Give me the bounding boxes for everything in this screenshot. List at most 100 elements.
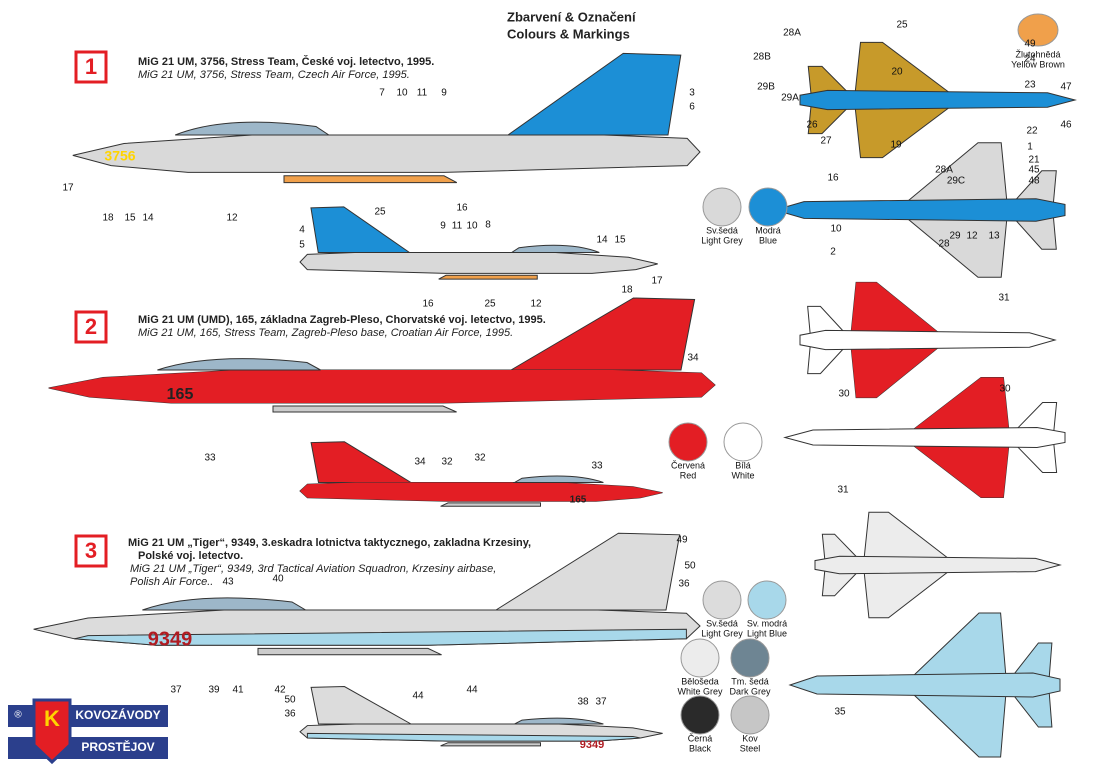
- callout-number: 44: [412, 691, 424, 702]
- scheme-number: 3: [85, 538, 97, 563]
- callout-number: 14: [142, 213, 154, 224]
- scheme-badge: [74, 50, 108, 84]
- callout-number: 25: [484, 299, 496, 310]
- logo-shield: [32, 698, 72, 765]
- callout-number: 45: [1028, 165, 1040, 176]
- swatch-label-en: Yellow Brown: [1011, 59, 1065, 69]
- callout-number: 10: [396, 88, 408, 99]
- drop-tank: [441, 743, 541, 746]
- fuselage-marking: 165: [570, 495, 587, 506]
- callout-number: 24: [1024, 54, 1036, 65]
- belly: [74, 629, 686, 645]
- drop-tank: [441, 503, 541, 506]
- callout-number: 10: [466, 221, 478, 232]
- callout-number: 15: [124, 213, 136, 224]
- callout-number: 25: [896, 20, 908, 31]
- color-swatch: [668, 422, 708, 462]
- scheme-subtitle: Polish Air Force..: [130, 576, 213, 588]
- callout-number: 36: [284, 709, 296, 720]
- swatch-label-en: Dark Grey: [729, 686, 771, 696]
- callout-number: 3: [689, 88, 695, 99]
- pattern: [300, 482, 663, 502]
- aircraft: [49, 298, 715, 412]
- color-swatch: [702, 580, 742, 620]
- callout-number: 15: [614, 235, 626, 246]
- scheme-subtitle: MiG 21 UM, 3756, Stress Team, Czech Air …: [138, 69, 410, 81]
- canopy: [515, 718, 604, 724]
- callout-number: 13: [988, 231, 1000, 242]
- callout-number: 29B: [757, 82, 775, 93]
- callout-number: 34: [687, 353, 699, 364]
- callout-number: 28B: [753, 52, 771, 63]
- callout-number: 17: [651, 276, 663, 287]
- swatch-label-en: Light Grey: [701, 235, 743, 245]
- swatch-label-cz: Sv. modrá: [747, 618, 787, 628]
- callout-number: 10: [830, 224, 842, 235]
- callout-number: 47: [1060, 82, 1072, 93]
- canopy: [157, 359, 320, 370]
- logo-mark: ®: [14, 710, 22, 721]
- callout-number: 12: [226, 213, 238, 224]
- callout-number: 27: [820, 136, 832, 147]
- fuselage-marking: 9349: [148, 628, 193, 650]
- fuselage-marking: 3756: [104, 148, 135, 164]
- callout-number: 22: [1026, 126, 1038, 137]
- fin: [311, 207, 410, 253]
- callout-number: 14: [596, 235, 608, 246]
- callout-number: 26: [806, 120, 818, 131]
- callout-number: 20: [891, 67, 903, 78]
- callout-number: 29: [949, 231, 961, 242]
- callout-number: 40: [272, 574, 284, 585]
- drop-tank: [439, 275, 538, 279]
- drop-tank: [258, 648, 442, 654]
- fuselage-marking: 165: [167, 386, 194, 403]
- header-title-cz: Zbarvení & Označení: [507, 9, 636, 24]
- callout-number: 16: [456, 203, 468, 214]
- color-swatch: [680, 695, 720, 735]
- callout-number: 43: [222, 577, 234, 588]
- callout-number: 18: [102, 213, 114, 224]
- swatch-label-cz: Kov: [742, 733, 758, 743]
- callout-number: 30: [999, 384, 1011, 395]
- scheme-subtitle: MiG 21 UM, 165, Stress Team, Zagreb-Ples…: [138, 327, 513, 339]
- color-swatch: [1017, 13, 1059, 47]
- callout-number: 38: [577, 697, 589, 708]
- callout-number: 37: [595, 697, 607, 708]
- callout-number: 49: [676, 535, 688, 546]
- swatch-label-en: Steel: [740, 743, 761, 753]
- callout-number: 33: [204, 453, 216, 464]
- callout-number: 35: [834, 707, 846, 718]
- logo: ® K KOVOZÁVODY PROSTĚJOV: [8, 698, 168, 765]
- callout-number: 19: [890, 140, 902, 151]
- aircraft: [73, 53, 700, 182]
- callout-number: 25: [374, 207, 386, 218]
- fuselage: [775, 199, 1065, 221]
- callout-number: 9: [440, 221, 446, 232]
- aircraft: [34, 533, 700, 655]
- fuselage: [73, 135, 700, 172]
- callout-number: 28A: [935, 165, 953, 176]
- drop-tank: [284, 176, 457, 183]
- swatch-label-cz: Bílá: [735, 460, 751, 470]
- swatch-label-en: Light Grey: [701, 628, 743, 638]
- fuselage: [300, 253, 658, 274]
- color-swatch: [730, 638, 770, 678]
- canopy: [512, 245, 600, 252]
- swatch-label-cz: Sv.šedá: [706, 225, 738, 235]
- color-swatch: [747, 580, 787, 620]
- callout-number: 39: [208, 685, 220, 696]
- fuselage: [800, 90, 1075, 109]
- scheme-title: MiG 21 UM „Tiger“, 9349, 3.eskadra lotni…: [128, 537, 531, 549]
- scheme-number: 1: [85, 54, 97, 79]
- scheme-subtitle: MiG 21 UM „Tiger“, 9349, 3rd Tactical Av…: [130, 563, 496, 575]
- aircraft: [800, 282, 1055, 397]
- callout-number: 21: [1028, 155, 1040, 166]
- fuselage: [815, 556, 1060, 574]
- callout-number: 12: [966, 231, 978, 242]
- callout-number: 44: [466, 685, 478, 696]
- drop-tank: [273, 406, 457, 412]
- aircraft: [790, 613, 1060, 757]
- fuselage: [800, 330, 1055, 349]
- callout-number: 23: [1024, 80, 1036, 91]
